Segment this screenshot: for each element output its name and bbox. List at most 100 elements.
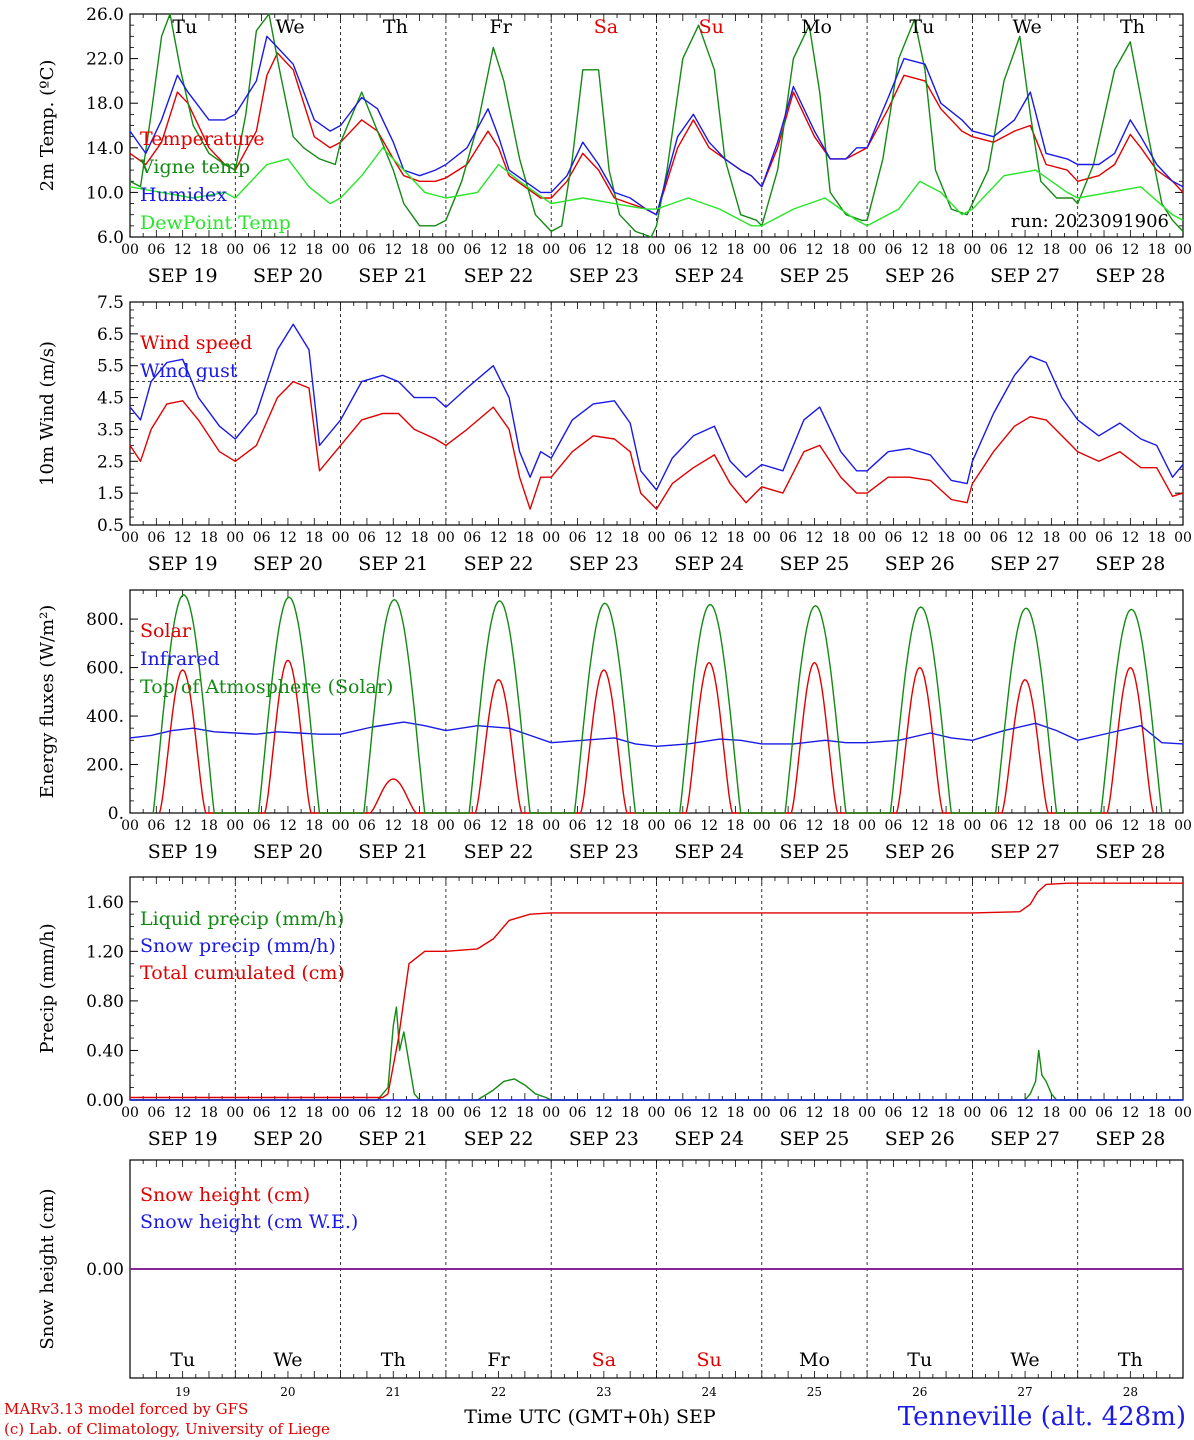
x-hour-label: 18 [1148, 242, 1166, 258]
x-hour-label: 00 [858, 530, 876, 546]
series-wind-gust [129, 323, 1184, 491]
y-tick-label: 6.0 [97, 228, 124, 248]
x-hour-label: 12 [490, 530, 508, 546]
x-hour-label: 18 [1148, 530, 1166, 546]
x-date-label: SEP 27 [990, 265, 1060, 287]
y-tick-label: 2.5 [97, 452, 124, 472]
x-hour-label: 12 [490, 1105, 508, 1121]
x-hour-label: 12 [490, 242, 508, 258]
day-name-label: Fr [490, 16, 513, 38]
x-hour-label: 00 [648, 242, 666, 258]
x-hour-label: 12 [595, 818, 613, 834]
x-hour-label: 12 [806, 1105, 824, 1121]
x-hour-label: 00 [1069, 530, 1087, 546]
precip-y-axis-label: Precip (mm/h) [37, 923, 58, 1053]
x-hour-label: 12 [174, 242, 192, 258]
x-hour-label: 18 [621, 242, 639, 258]
x-hour-label: 06 [674, 530, 692, 546]
x-hour-label: 00 [542, 1105, 560, 1121]
x-hour-label: 06 [674, 818, 692, 834]
x-hour-label: 18 [516, 242, 534, 258]
x-hour-label: 06 [569, 1105, 587, 1121]
x-hour-label: 00 [963, 242, 981, 258]
x-hour-label: 06 [990, 818, 1008, 834]
x-hour-label: 18 [305, 818, 323, 834]
x-hour-label: 06 [885, 242, 903, 258]
x-date-label: SEP 19 [148, 1128, 218, 1150]
x-hour-label: 12 [806, 242, 824, 258]
x-hour-label: 00 [226, 242, 244, 258]
snow-y-axis-label: Snow height (cm) [37, 1188, 58, 1349]
day-number-label: 22 [491, 1385, 506, 1399]
x-hour-label: 18 [832, 242, 850, 258]
x-hour-label: 06 [779, 530, 797, 546]
x-hour-label: 00 [753, 530, 771, 546]
x-hour-label: 00 [1069, 1105, 1087, 1121]
x-date-label: SEP 25 [780, 265, 850, 287]
x-hour-label: 06 [1095, 530, 1113, 546]
x-hour-label: 18 [411, 242, 429, 258]
x-hour-label: 12 [806, 530, 824, 546]
x-date-label: SEP 26 [885, 841, 955, 863]
x-hour-label: 18 [200, 1105, 218, 1121]
x-hour-label: 12 [384, 1105, 402, 1121]
x-hour-label: 12 [384, 242, 402, 258]
y-tick-label: 14.0 [86, 139, 124, 159]
y-tick-label: 4.5 [97, 389, 124, 409]
x-hour-label: 18 [937, 1105, 955, 1121]
day-number-label: 25 [807, 1385, 822, 1399]
series-wind-speed [129, 380, 1184, 510]
day-name-label: Sa [592, 1349, 616, 1371]
y-tick-label: 0.5 [97, 516, 124, 536]
x-hour-label: 18 [516, 1105, 534, 1121]
y-tick-label: 1.5 [97, 484, 124, 504]
x-date-label: SEP 22 [464, 553, 534, 575]
day-name-label: Sa [594, 16, 618, 38]
x-date-label: SEP 26 [885, 1128, 955, 1150]
y-tick-label: 0. [108, 804, 124, 824]
x-hour-label: 06 [253, 818, 271, 834]
y-tick-label: 600. [86, 659, 124, 679]
x-date-label: SEP 28 [1095, 265, 1165, 287]
x-hour-label: 12 [1121, 530, 1139, 546]
x-hour-label: 12 [279, 530, 297, 546]
x-date-label: SEP 25 [780, 1128, 850, 1150]
x-hour-label: 00 [226, 1105, 244, 1121]
day-name-label: We [1010, 1349, 1039, 1371]
x-date-label: SEP 21 [358, 265, 428, 287]
x-date-label: SEP 22 [464, 265, 534, 287]
x-date-label: SEP 23 [569, 265, 639, 287]
x-hour-label: 18 [832, 1105, 850, 1121]
x-hour-label: 00 [963, 1105, 981, 1121]
x-hour-label: 18 [1042, 818, 1060, 834]
x-hour-label: 12 [174, 530, 192, 546]
x-hour-label: 12 [700, 242, 718, 258]
x-date-label: SEP 27 [990, 841, 1060, 863]
x-hour-label: 00 [121, 818, 139, 834]
x-hour-label: 00 [1174, 818, 1192, 834]
x-hour-label: 00 [542, 818, 560, 834]
x-hour-label: 00 [226, 530, 244, 546]
x-axis-title: Time UTC (GMT+0h) SEP [464, 1406, 716, 1428]
x-date-label: SEP 21 [358, 1128, 428, 1150]
legend-entry: Vigne temp [139, 156, 250, 178]
day-name-label: Su [697, 1349, 722, 1371]
legend-entry: Total cumulated (cm) [140, 962, 345, 984]
day-name-label: Tu [172, 16, 197, 38]
y-tick-label: 18.0 [86, 94, 124, 114]
x-hour-label: 00 [121, 242, 139, 258]
x-hour-label: 18 [621, 818, 639, 834]
run-label: run: 2023091906 [1011, 211, 1169, 232]
x-date-label: SEP 26 [885, 265, 955, 287]
x-date-label: SEP 23 [569, 841, 639, 863]
x-date-label: SEP 24 [674, 1128, 744, 1150]
x-hour-label: 18 [621, 1105, 639, 1121]
x-hour-label: 06 [147, 242, 165, 258]
legend-entry: Liquid precip (mm/h) [140, 908, 344, 930]
legend-entry: Snow height (cm W.E.) [140, 1211, 358, 1233]
x-hour-label: 00 [858, 242, 876, 258]
x-hour-label: 00 [332, 818, 350, 834]
x-hour-label: 00 [437, 242, 455, 258]
x-hour-label: 06 [569, 818, 587, 834]
y-tick-label: 800. [86, 610, 124, 630]
